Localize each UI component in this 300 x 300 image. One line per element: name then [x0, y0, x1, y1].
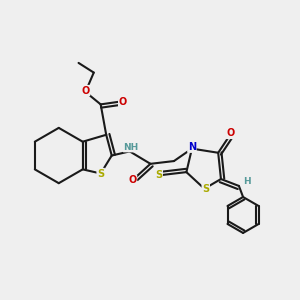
Text: O: O: [81, 85, 90, 96]
Text: S: S: [97, 169, 104, 178]
Text: NH: NH: [124, 143, 139, 152]
Text: S: S: [155, 170, 162, 180]
Text: H: H: [243, 177, 251, 186]
Text: O: O: [128, 176, 136, 185]
Text: O: O: [226, 128, 235, 138]
Text: O: O: [119, 97, 127, 106]
Text: S: S: [202, 184, 209, 194]
Text: N: N: [188, 142, 196, 152]
